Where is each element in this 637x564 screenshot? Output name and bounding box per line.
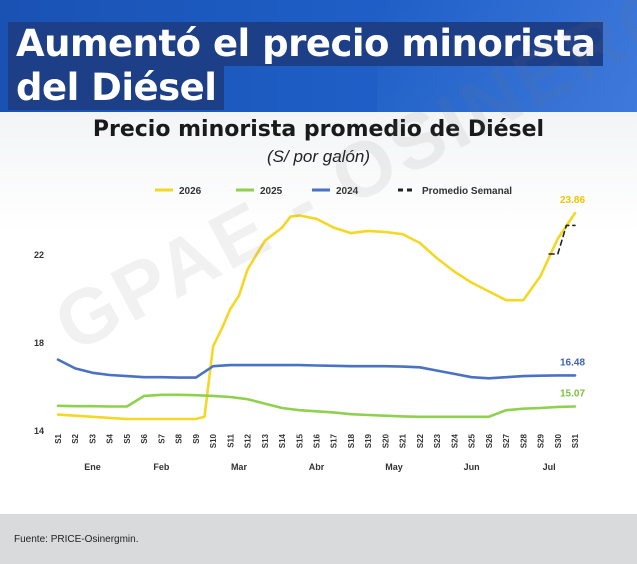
headline-line-1: Aumentó el precio minorista: [8, 22, 604, 66]
x-tick-label: S10: [209, 433, 218, 448]
x-tick-label: S1: [54, 433, 63, 443]
x-tick-label: S6: [140, 433, 149, 443]
x-tick-label: S2: [71, 433, 80, 443]
x-tick-label: S24: [450, 433, 459, 448]
y-tick-label: 14: [34, 426, 44, 436]
chart-legend: 2026 2025 2024 Promedio Semanal: [155, 186, 512, 197]
x-tick-label: S15: [295, 433, 304, 448]
x-tick-label: S30: [554, 433, 563, 448]
chart-title: Precio minorista promedio de Diésel: [92, 117, 545, 142]
month-label: Mar: [231, 462, 248, 472]
chart-series: [56, 211, 577, 421]
x-tick-label: S26: [485, 433, 494, 448]
x-tick-label: S28: [519, 433, 528, 448]
legend-label-2025: 2025: [260, 186, 283, 197]
end-label-2025: 15.07: [560, 388, 585, 399]
x-tick-label: S9: [192, 433, 201, 443]
x-tick-label: S16: [313, 433, 322, 448]
legend-label-2024: 2024: [336, 186, 359, 197]
y-tick-label: 22: [34, 250, 44, 260]
x-tick-label: S31: [571, 433, 580, 448]
end-labels: 23.86 15.07 16.48: [560, 195, 585, 399]
month-label: Feb: [153, 462, 170, 472]
x-tick-label: S5: [123, 433, 132, 443]
diesel-price-chart: 2026 2025 2024 Promedio Semanal 14 18 22 S1 S2…: [34, 186, 585, 472]
legend-label-2026: 2026: [179, 186, 202, 197]
month-label: Abr: [309, 462, 325, 472]
headline: Aumentó el precio minorista del Diésel: [8, 22, 608, 112]
footer-band: [0, 514, 637, 564]
y-axis: 14 18 22: [34, 250, 44, 436]
end-label-2026: 23.86: [560, 195, 585, 206]
x-tick-label: S22: [416, 433, 425, 448]
y-tick-label: 18: [34, 338, 44, 348]
x-tick-label: S11: [226, 433, 235, 447]
x-tick-label: S7: [157, 433, 166, 443]
x-tick-label: S17: [330, 433, 339, 448]
x-tick-label: S29: [537, 433, 546, 448]
x-tick-label: S4: [106, 433, 115, 443]
month-label: Jun: [464, 462, 480, 472]
x-tick-label: S12: [244, 433, 253, 448]
x-tick-label: S8: [175, 433, 184, 443]
series-line-2024: [56, 358, 577, 380]
x-tick-label: S3: [88, 433, 97, 443]
series-line-2026: [56, 211, 577, 421]
x-tick-label: S20: [381, 433, 390, 448]
x-tick-label: S13: [261, 433, 270, 448]
x-tick-label: S21: [399, 433, 408, 448]
x-tick-label: S18: [347, 433, 356, 448]
legend-label-promedio-semanal: Promedio Semanal: [422, 186, 512, 197]
month-label: Jul: [543, 462, 556, 472]
series-line-2025: [56, 393, 577, 419]
chart-panel: [0, 112, 637, 510]
x-axis: S1 S2 S3 S4 S5 S6 S7 S8 S9 S10 S11 S12 S13 S14 S15 S16 S…: [54, 433, 580, 472]
headline-line-2: del Diésel: [8, 66, 225, 110]
chart-subtitle: (S/ por galón): [267, 147, 370, 166]
x-tick-label: S14: [278, 433, 287, 448]
x-tick-label: S23: [433, 433, 442, 448]
end-label-2024: 16.48: [560, 357, 585, 368]
x-tick-label: S19: [364, 433, 373, 448]
x-tick-label: S25: [468, 433, 477, 448]
month-label: Ene: [84, 462, 101, 472]
x-tick-label: S27: [502, 433, 511, 448]
series-line-promedio-semanal: [548, 224, 576, 255]
month-label: May: [385, 462, 403, 472]
source-note: Fuente: PRICE-Osinergmin.: [14, 534, 139, 545]
